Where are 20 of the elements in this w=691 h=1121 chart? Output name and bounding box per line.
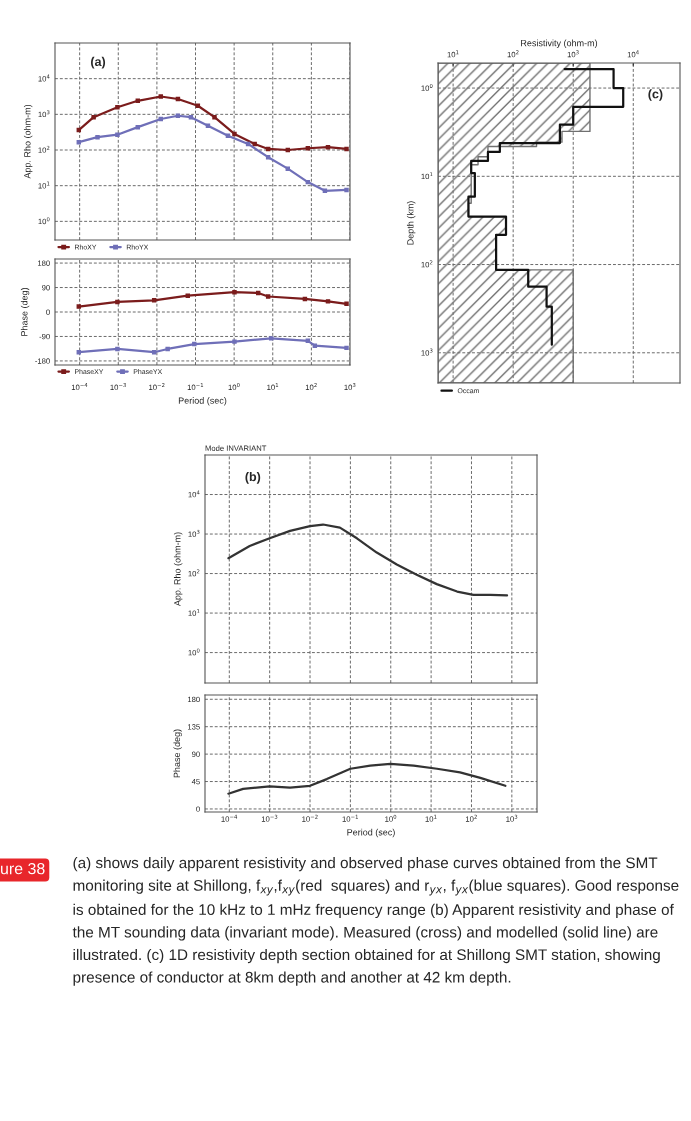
- annotation: (a): [91, 56, 106, 69]
- y-axis-title: Phase (deg): [173, 729, 182, 778]
- point: [115, 132, 120, 137]
- point: [212, 114, 217, 120]
- y-axis-title: App. Rho (ohm-m): [173, 532, 183, 607]
- x-axis-title: Period (sec): [178, 397, 227, 406]
- y-axis-title: Phase (deg): [20, 287, 30, 336]
- y-axis-title: Depth (km): [406, 201, 416, 245]
- x-axis-title: Period (sec): [347, 828, 395, 838]
- point: [285, 166, 291, 171]
- point: [344, 146, 349, 152]
- y-axis-title: App. Rho (ohm-m): [23, 104, 33, 179]
- point: [115, 104, 120, 110]
- point: [344, 187, 349, 193]
- annotation: (c): [648, 89, 663, 101]
- point: [95, 134, 100, 140]
- x-axis-title: Resistivity (ohm-m): [521, 39, 598, 49]
- text: (a) shows daily apparent resistivity and observed phase curves obtained from the SMT monitoring site at Shillong, f$_{xy}$,f$_{xy}$(red squares) and r$_{yx}$, f$_{yx}$(blue squares). Good response is obtained for the 10 kHz to 1 mHz frequency range (b) Apparent resistivity and phase of the MT sounding data (invariant mode). Measured (cross) and modelled (solid line) are illustrated. (c) 1D resistivity depth section obtained for at Shillong SMT station, showing presence of conductor at 8km depth and another at 42 km depth.: [72, 857, 679, 986]
- text: ure 38: [1, 862, 45, 875]
- annotation: (b): [245, 471, 261, 484]
